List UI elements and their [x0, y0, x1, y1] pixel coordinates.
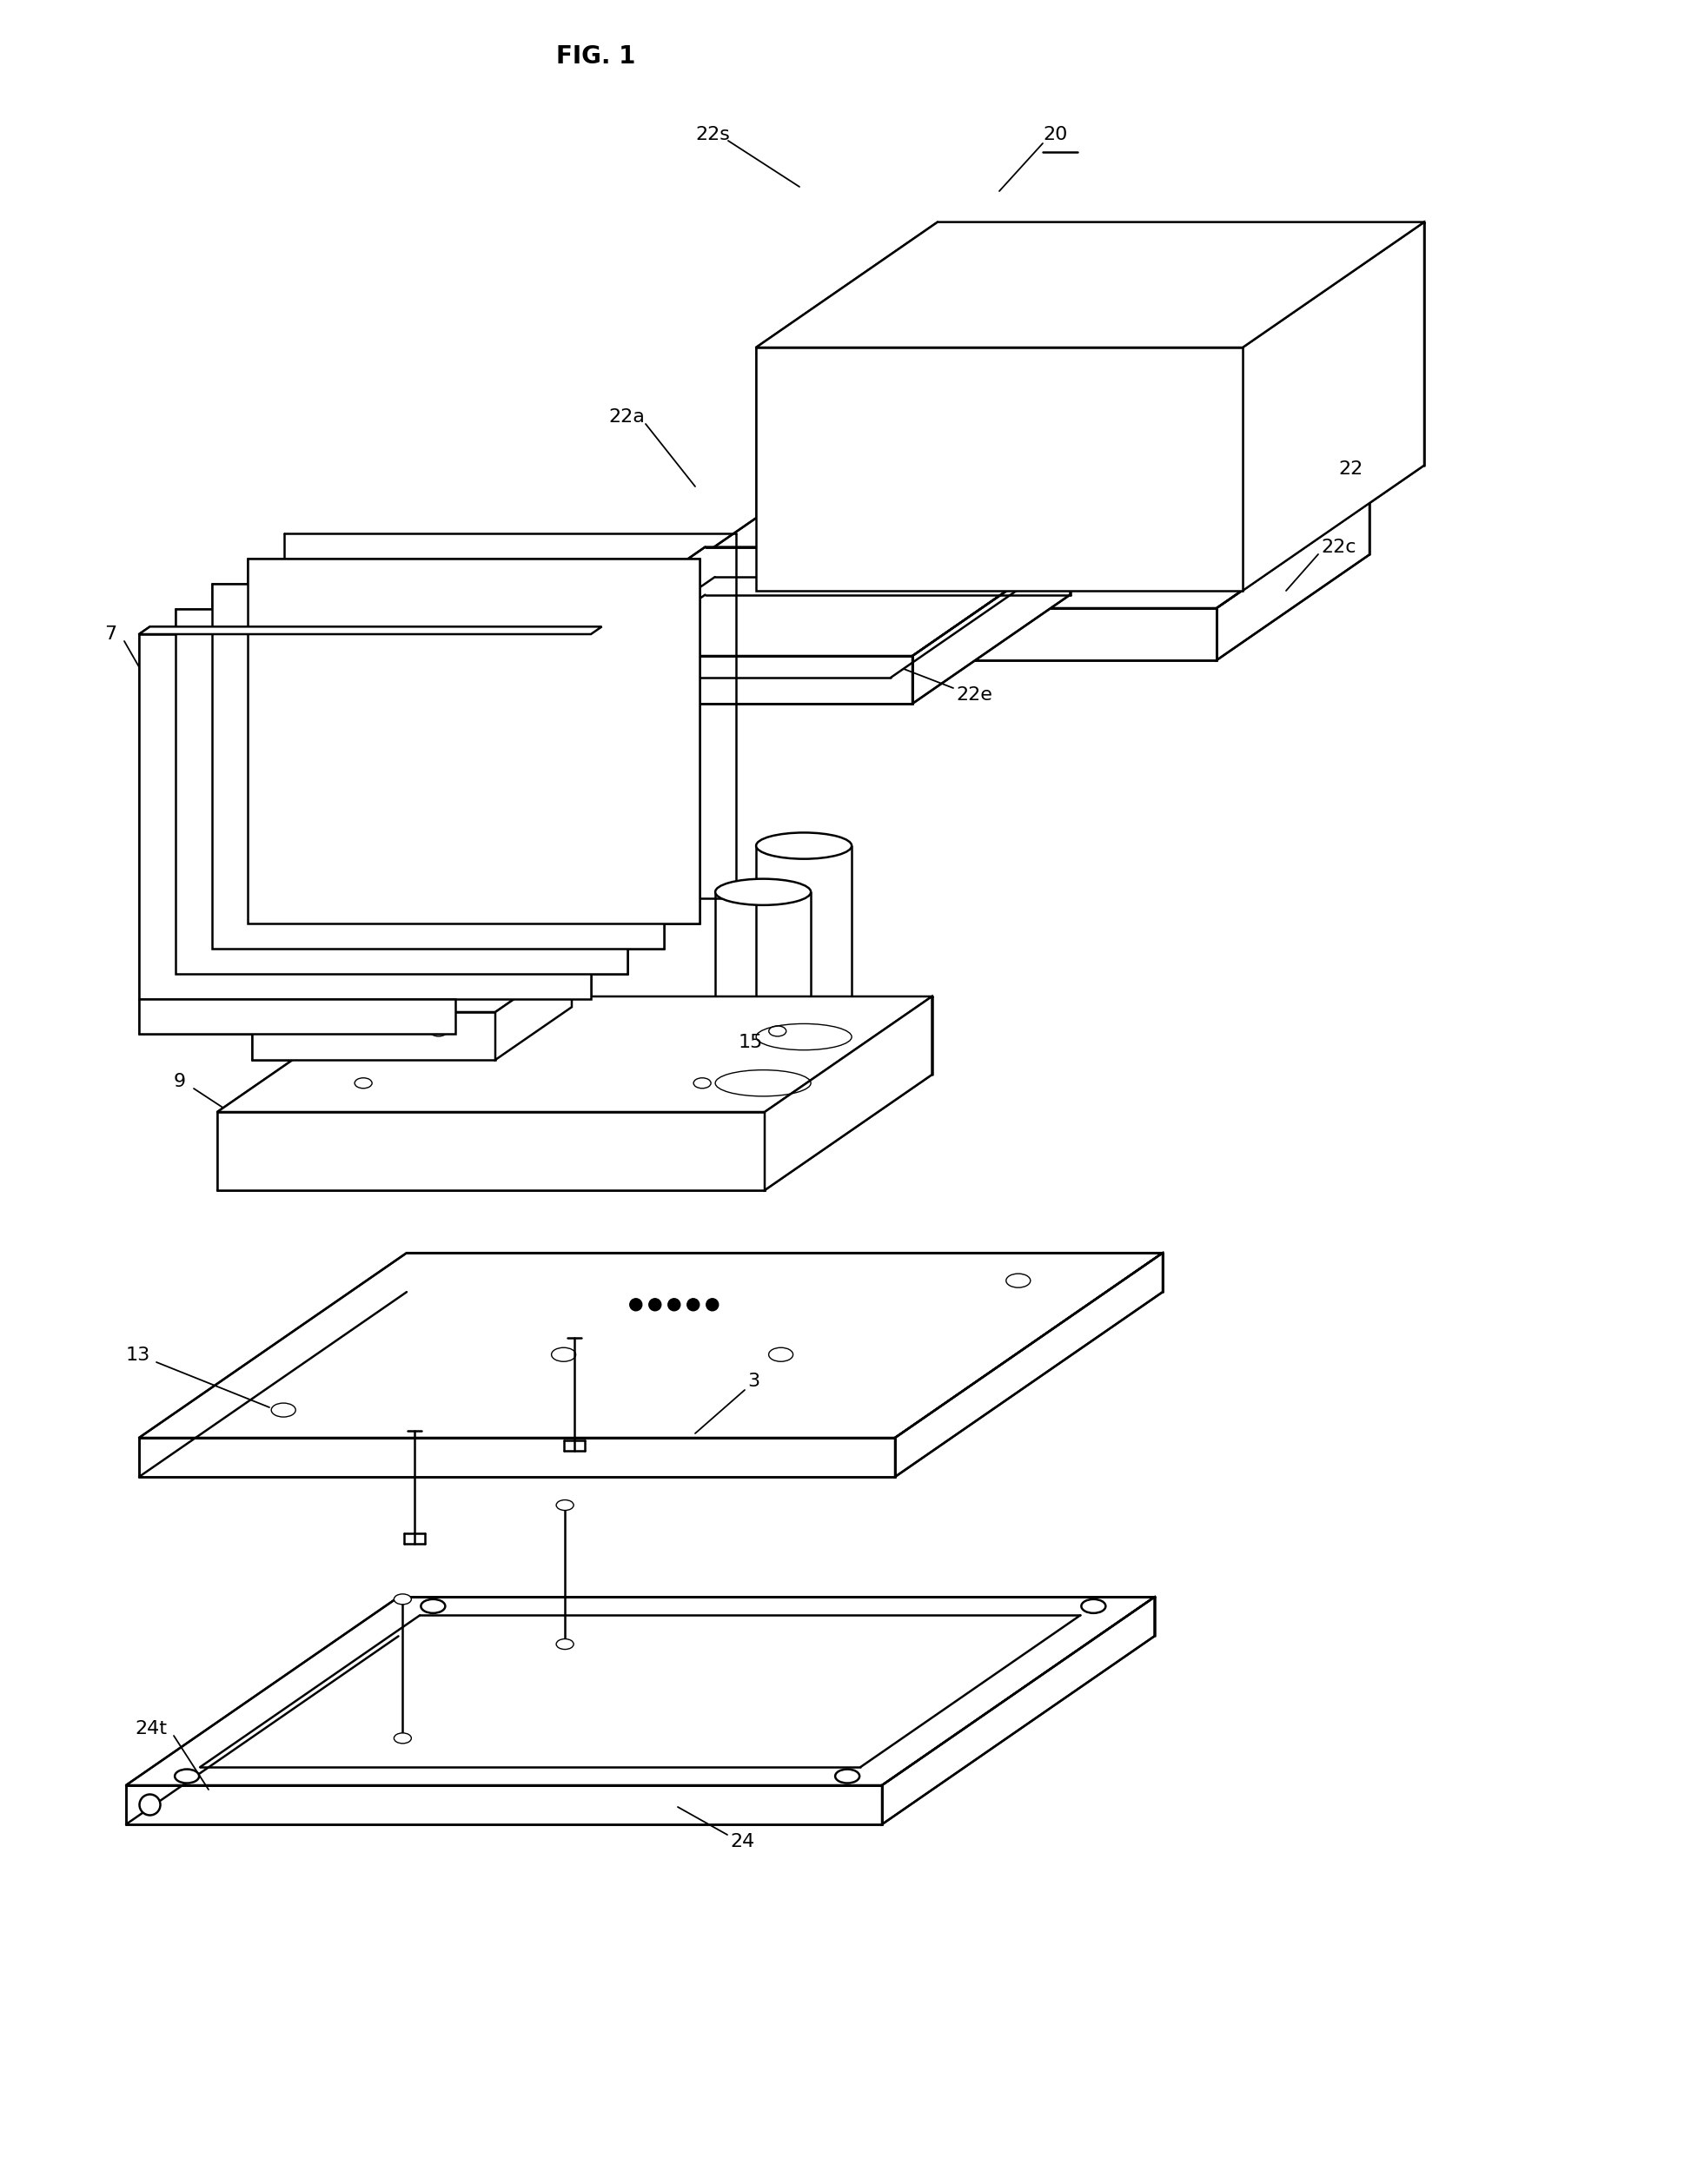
Ellipse shape: [139, 1795, 161, 1815]
Polygon shape: [756, 347, 1243, 590]
Text: 7b: 7b: [435, 566, 458, 583]
Polygon shape: [176, 609, 627, 974]
Polygon shape: [127, 1784, 883, 1824]
Polygon shape: [211, 583, 663, 948]
Ellipse shape: [835, 1769, 859, 1782]
Circle shape: [668, 1299, 680, 1310]
Polygon shape: [216, 996, 932, 1112]
Text: 5: 5: [291, 904, 303, 922]
Polygon shape: [252, 1011, 495, 1059]
Circle shape: [687, 1299, 700, 1310]
Polygon shape: [139, 1437, 895, 1476]
Text: 7e: 7e: [573, 939, 597, 957]
Polygon shape: [548, 546, 1070, 655]
Text: 13: 13: [127, 1348, 150, 1365]
Polygon shape: [913, 546, 1070, 703]
Text: 22e: 22e: [955, 686, 993, 703]
Ellipse shape: [394, 1732, 411, 1743]
Text: FIG. 1: FIG. 1: [556, 44, 636, 68]
Ellipse shape: [421, 1599, 445, 1614]
Text: 20: 20: [1043, 127, 1067, 144]
Text: 15: 15: [739, 1033, 763, 1051]
Polygon shape: [249, 559, 700, 924]
Text: 3: 3: [747, 1372, 759, 1389]
Polygon shape: [139, 1254, 1163, 1437]
Text: 22c: 22c: [1321, 539, 1356, 557]
Polygon shape: [1243, 223, 1424, 590]
Polygon shape: [1216, 502, 1370, 660]
Text: 7: 7: [105, 625, 117, 642]
Ellipse shape: [756, 832, 852, 858]
Polygon shape: [139, 998, 455, 1033]
Polygon shape: [139, 627, 602, 633]
Text: 22s: 22s: [695, 127, 731, 144]
Polygon shape: [895, 1254, 1163, 1476]
Text: 24t: 24t: [135, 1721, 167, 1738]
Circle shape: [707, 1299, 719, 1310]
Ellipse shape: [174, 1769, 200, 1782]
Polygon shape: [139, 633, 590, 998]
Polygon shape: [626, 502, 1370, 607]
Polygon shape: [495, 959, 572, 1059]
Circle shape: [629, 1299, 643, 1310]
Polygon shape: [252, 959, 572, 1011]
Polygon shape: [764, 996, 932, 1190]
Ellipse shape: [556, 1638, 573, 1649]
Ellipse shape: [1081, 1599, 1106, 1614]
Polygon shape: [626, 607, 1216, 660]
Polygon shape: [127, 1597, 1155, 1784]
Polygon shape: [883, 1597, 1155, 1824]
Polygon shape: [548, 655, 913, 703]
Text: 24: 24: [731, 1832, 754, 1850]
Polygon shape: [756, 223, 1424, 347]
Ellipse shape: [715, 878, 812, 904]
Text: 22a: 22a: [609, 408, 644, 426]
Ellipse shape: [556, 1500, 573, 1511]
Circle shape: [649, 1299, 661, 1310]
Text: 9: 9: [174, 1072, 186, 1090]
Polygon shape: [216, 1112, 764, 1190]
Text: 22: 22: [1338, 461, 1363, 478]
Ellipse shape: [394, 1594, 411, 1605]
